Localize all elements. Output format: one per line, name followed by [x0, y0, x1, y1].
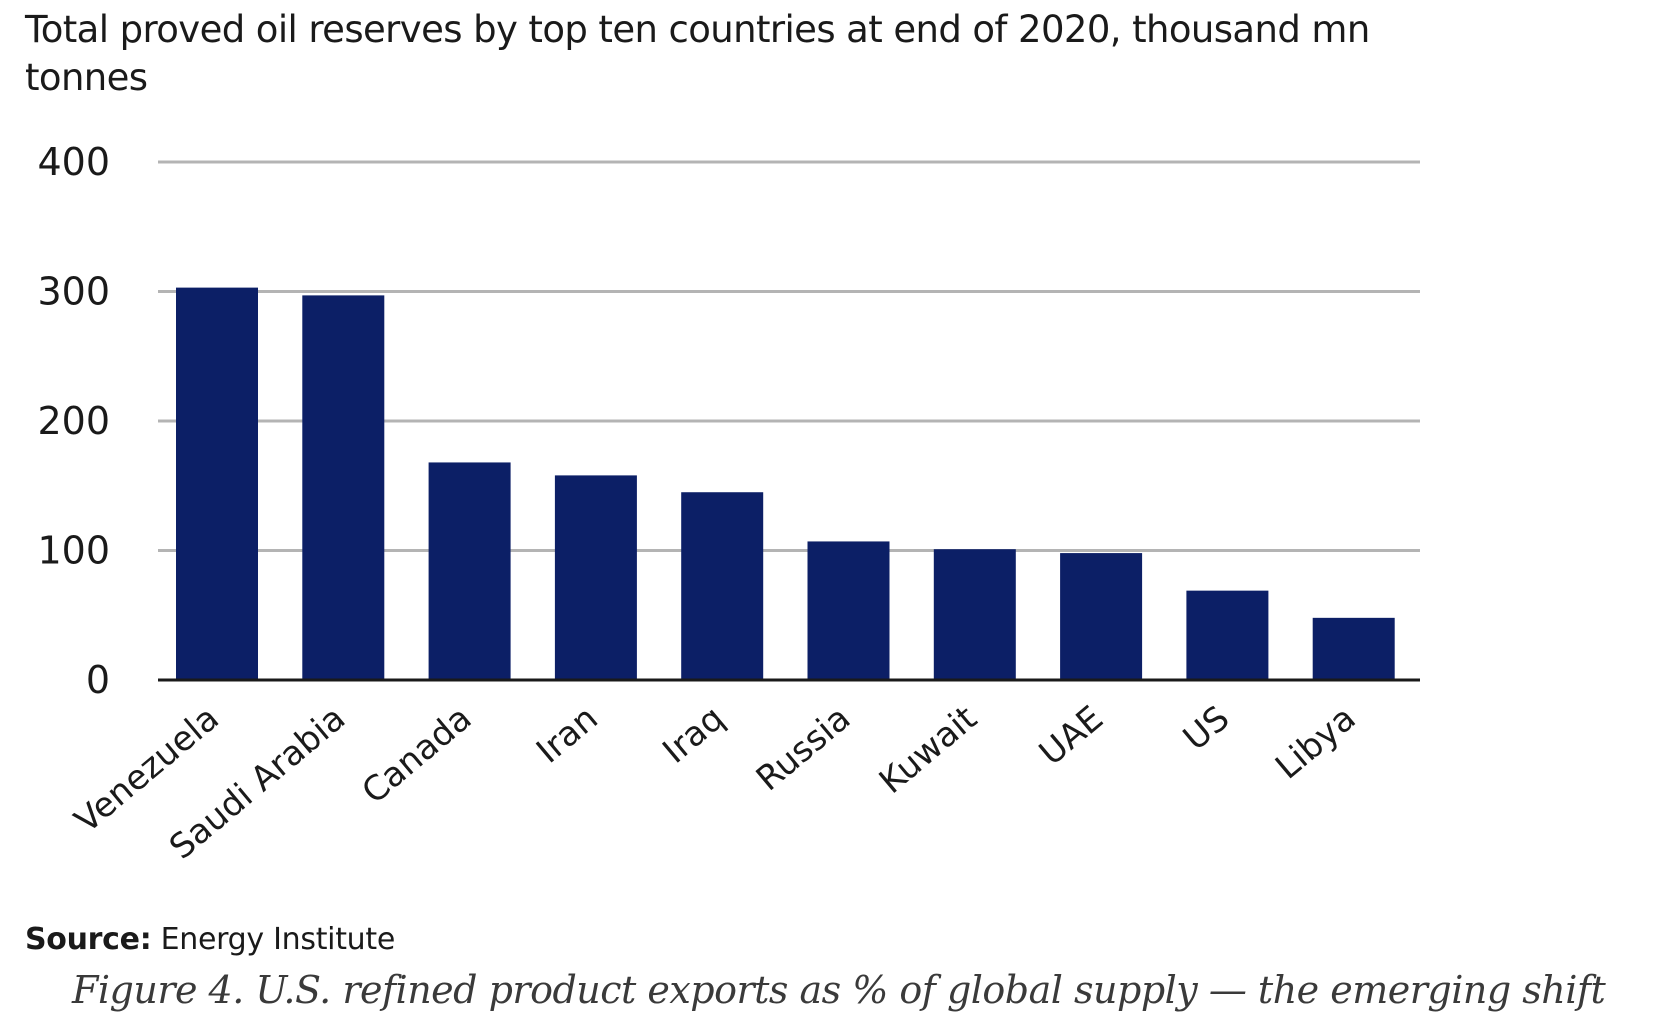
x-tick-label: Iraq [655, 698, 732, 771]
x-tick-label: Canada [355, 698, 480, 812]
source-line: Source: Energy Institute [25, 922, 395, 957]
figure-caption: Figure 4. U.S. refined product exports a… [72, 968, 1606, 1012]
bar-iran [554, 475, 637, 680]
source-label: Source: [25, 922, 152, 957]
bar-canada [428, 462, 511, 680]
y-tick-label: 400 [37, 140, 110, 184]
bar-libya [1312, 617, 1395, 680]
y-tick-label: 100 [37, 529, 110, 573]
x-tick-label: Libya [1268, 698, 1363, 787]
bar-venezuela [176, 287, 258, 680]
bar-russia [807, 541, 890, 680]
x-tick-label: Kuwait [872, 698, 985, 802]
x-tick-label: Iran [529, 698, 606, 771]
bar-uae [1060, 553, 1143, 680]
chart-title: Total proved oil reserves by top ten cou… [25, 8, 1370, 99]
x-tick-label: UAE [1032, 698, 1111, 773]
source-text: Energy Institute [151, 922, 396, 957]
y-tick-label: 200 [37, 399, 110, 443]
bars [176, 287, 1395, 680]
bar-kuwait [933, 549, 1016, 680]
bar-saudi-arabia [302, 295, 385, 680]
bar-us [1186, 590, 1269, 680]
bar-iraq [681, 492, 764, 680]
x-tick-label: Russia [749, 698, 858, 799]
y-tick-label: 300 [37, 270, 110, 314]
x-tick-label: US [1176, 698, 1237, 759]
y-axis-ticks: 0 100 200 300 400 [37, 140, 110, 702]
y-tick-label: 0 [86, 658, 110, 702]
